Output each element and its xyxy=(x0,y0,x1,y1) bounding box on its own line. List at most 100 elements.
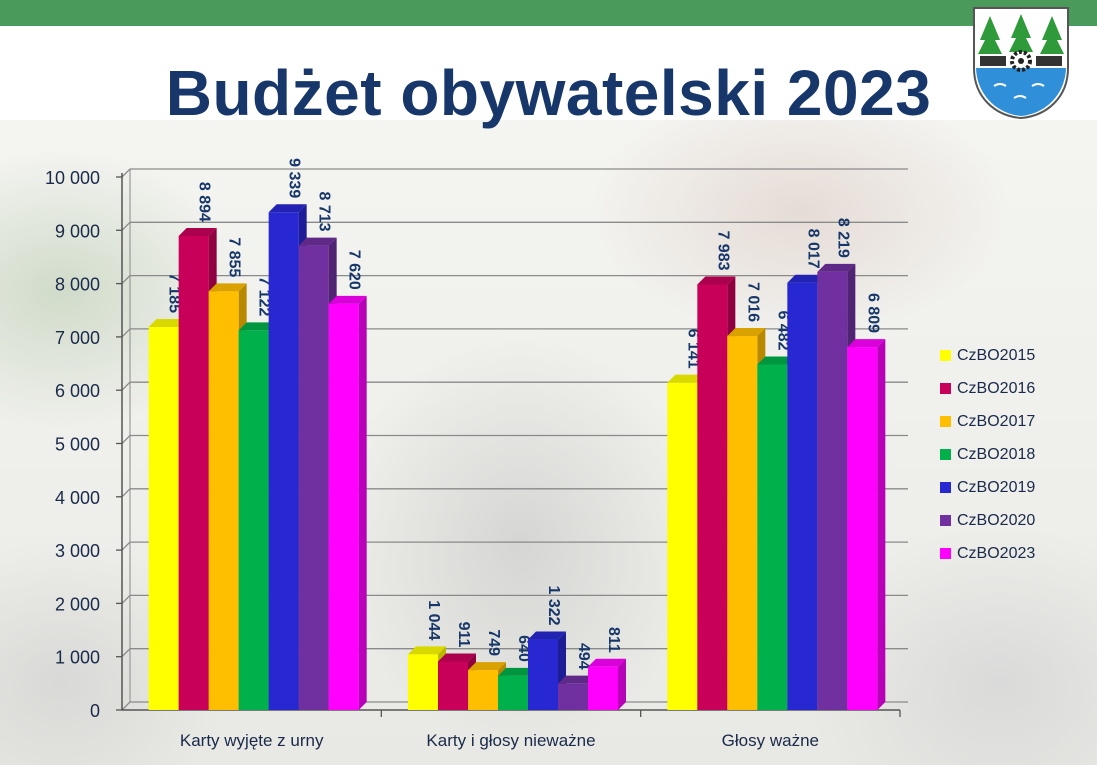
bar-face xyxy=(268,212,299,710)
bar-top xyxy=(438,653,476,662)
bar-top xyxy=(328,295,367,304)
y-tick-label: 3 000 xyxy=(55,541,100,561)
data-label: 749 xyxy=(485,629,502,656)
bar-CzBO2023-1 xyxy=(588,658,626,710)
bar-CzBO2023-2 xyxy=(847,339,886,710)
bar-top xyxy=(558,675,596,684)
bar-top xyxy=(847,339,886,348)
bar-face xyxy=(817,271,848,710)
legend-label: CzBO2018 xyxy=(957,445,1036,463)
bar-face xyxy=(847,347,878,710)
x-category-label: Głosy ważne xyxy=(722,731,819,750)
bar-face xyxy=(238,330,269,710)
legend-swatch xyxy=(940,482,951,493)
gridline-depth xyxy=(121,221,131,231)
data-label: 1 322 xyxy=(545,585,562,625)
data-label: 8 713 xyxy=(316,192,333,232)
x-category-label: Karty i głosy nieważne xyxy=(426,731,595,750)
bar-top xyxy=(697,276,736,285)
bar-face xyxy=(148,327,179,710)
bar-face xyxy=(757,364,788,710)
legend-item: CzBO2016 xyxy=(940,372,1035,405)
bar-top xyxy=(498,667,536,676)
y-tick-label: 7 000 xyxy=(55,328,100,348)
y-tick-label: 2 000 xyxy=(55,594,100,614)
data-label: 6 141 xyxy=(684,329,701,369)
bar-top xyxy=(408,646,446,655)
gridline-depth xyxy=(121,328,131,338)
y-tick-label: 9 000 xyxy=(55,221,100,241)
page-title: Budżet obywatelski 2023 xyxy=(165,57,932,129)
bar-top xyxy=(208,283,247,292)
bar-top xyxy=(268,204,307,213)
data-label: 7 185 xyxy=(166,273,183,313)
data-label: 9 339 xyxy=(286,158,303,198)
gridline-depth xyxy=(121,541,131,551)
data-label: 640 xyxy=(515,635,532,662)
bar-face xyxy=(528,639,558,710)
bar-side xyxy=(618,658,626,710)
gridline-depth xyxy=(121,488,131,498)
gridline-depth xyxy=(121,381,131,391)
legend-swatch xyxy=(940,383,951,394)
bar-face xyxy=(727,336,758,710)
legend-swatch xyxy=(940,416,951,427)
bar-top xyxy=(238,322,277,331)
y-tick-label: 1 000 xyxy=(55,648,100,668)
y-tick-label: 0 xyxy=(90,701,100,721)
bar-face xyxy=(558,683,588,710)
legend-label: CzBO2015 xyxy=(957,346,1036,364)
bar-top xyxy=(148,319,187,328)
data-label: 494 xyxy=(575,643,592,670)
top-bar xyxy=(0,0,1097,26)
bar-face xyxy=(298,245,329,710)
data-label: 8 894 xyxy=(196,182,213,222)
y-tick-label: 4 000 xyxy=(55,488,100,508)
gridline-depth xyxy=(121,435,131,444)
gridline-depth xyxy=(121,275,131,285)
legend-label: CzBO2016 xyxy=(957,379,1036,397)
legend-swatch xyxy=(940,515,951,526)
bar-side xyxy=(358,295,367,710)
data-label: 911 xyxy=(455,622,472,648)
legend-item: CzBO2017 xyxy=(940,405,1035,438)
data-label: 6 809 xyxy=(864,293,881,333)
bar-face xyxy=(697,284,728,710)
bar-face xyxy=(787,282,818,710)
x-category-label: Karty wyjęte z urny xyxy=(180,731,324,750)
y-tick-label: 5 000 xyxy=(55,435,100,455)
legend-swatch xyxy=(940,449,951,460)
legend-label: CzBO2017 xyxy=(957,412,1036,430)
legend-label: CzBO2019 xyxy=(957,478,1036,496)
bar-face xyxy=(408,654,438,710)
gridline-depth xyxy=(121,594,131,604)
data-label: 811 xyxy=(605,627,622,653)
data-label: 8 219 xyxy=(834,218,851,258)
legend-label: CzBO2023 xyxy=(957,544,1036,562)
bar-top xyxy=(588,658,626,667)
bar-top xyxy=(727,328,766,337)
bar-face xyxy=(667,382,698,710)
chart-legend: CzBO2015 CzBO2016 CzBO2017 CzBO2018 CzBO2019… xyxy=(940,339,1035,570)
bar-face xyxy=(468,670,498,710)
legend-item: CzBO2023 xyxy=(940,537,1035,570)
data-label: 7 016 xyxy=(744,282,761,322)
bar-top xyxy=(298,237,337,246)
bar-top xyxy=(178,227,217,236)
bar-CzBO2023-0 xyxy=(328,295,367,710)
legend-label: CzBO2020 xyxy=(957,511,1036,529)
legend-swatch xyxy=(940,350,951,361)
bar-side xyxy=(877,339,886,710)
bar-face xyxy=(328,303,359,710)
y-tick-label: 8 000 xyxy=(55,275,100,295)
bar-face xyxy=(438,661,468,710)
y-tick-label: 6 000 xyxy=(55,381,100,401)
bar-top xyxy=(757,356,796,365)
city-crest-logo xyxy=(973,7,1069,120)
gridline-depth xyxy=(121,648,131,658)
data-label: 1 044 xyxy=(425,600,442,640)
legend-swatch xyxy=(940,548,951,559)
bar-face xyxy=(498,675,528,710)
bar-top xyxy=(528,631,566,640)
